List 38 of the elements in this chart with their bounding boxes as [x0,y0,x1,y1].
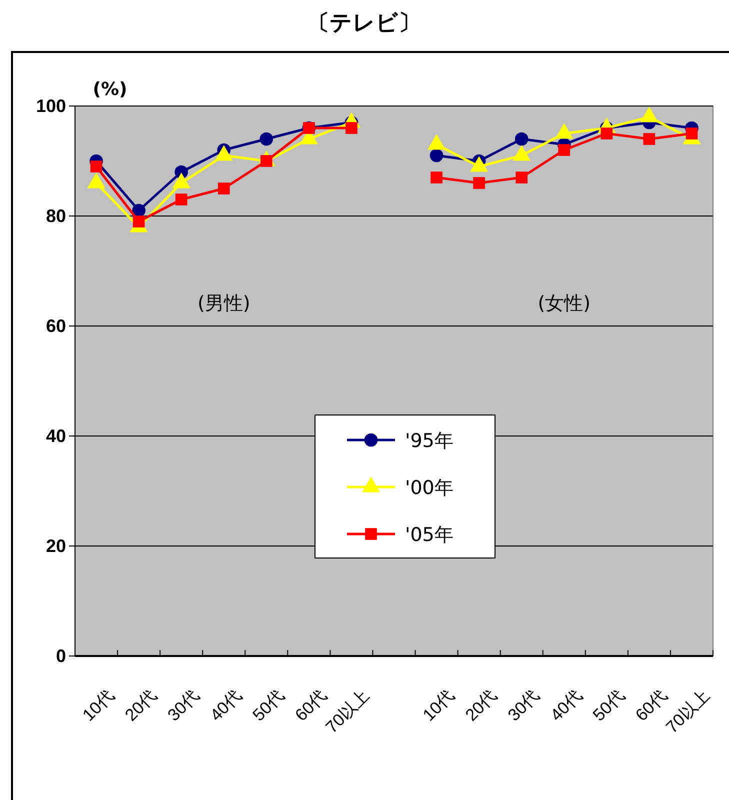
x-tick-label: 20代 [462,686,501,725]
point [473,177,485,189]
y-tick-label: 20 [46,536,66,556]
x-tick-label: 10代 [419,686,458,725]
point [430,172,442,184]
chart-title: 〔テレビ〕 [308,11,420,36]
point [175,194,188,206]
point [132,216,145,228]
legend-label: '95年 [405,430,454,452]
x-tick-label: 40代 [546,686,586,725]
x-tick-label: 50代 [589,686,628,725]
point [260,132,274,146]
point [218,182,230,194]
point [686,128,698,140]
y-tick-label: 40 [46,426,66,446]
point [430,148,444,162]
annotation: (男性) [197,292,250,314]
x-tick-label: 40代 [206,686,246,725]
annotation: (女性) [538,292,591,314]
y-tick-label: 80 [46,206,66,226]
x-tick-label: 20代 [121,686,160,725]
legend-label: '00年 [405,477,454,499]
point [600,128,613,140]
legend-label: '05年 [405,524,454,546]
y-tick-label: 0 [56,646,66,666]
y-axis-title: (%) [92,79,128,100]
point [90,160,102,172]
x-tick-label: 10代 [78,686,118,725]
point [558,144,570,156]
point [516,172,528,184]
x-tick-label: 30代 [504,686,544,725]
x-tick-label: 50代 [249,686,288,725]
y-tick-label: 100 [36,96,66,116]
point [514,132,528,146]
point [346,122,358,134]
y-tick-label: 60 [46,316,66,336]
x-tick-label: 30代 [164,686,203,725]
point [643,133,656,145]
